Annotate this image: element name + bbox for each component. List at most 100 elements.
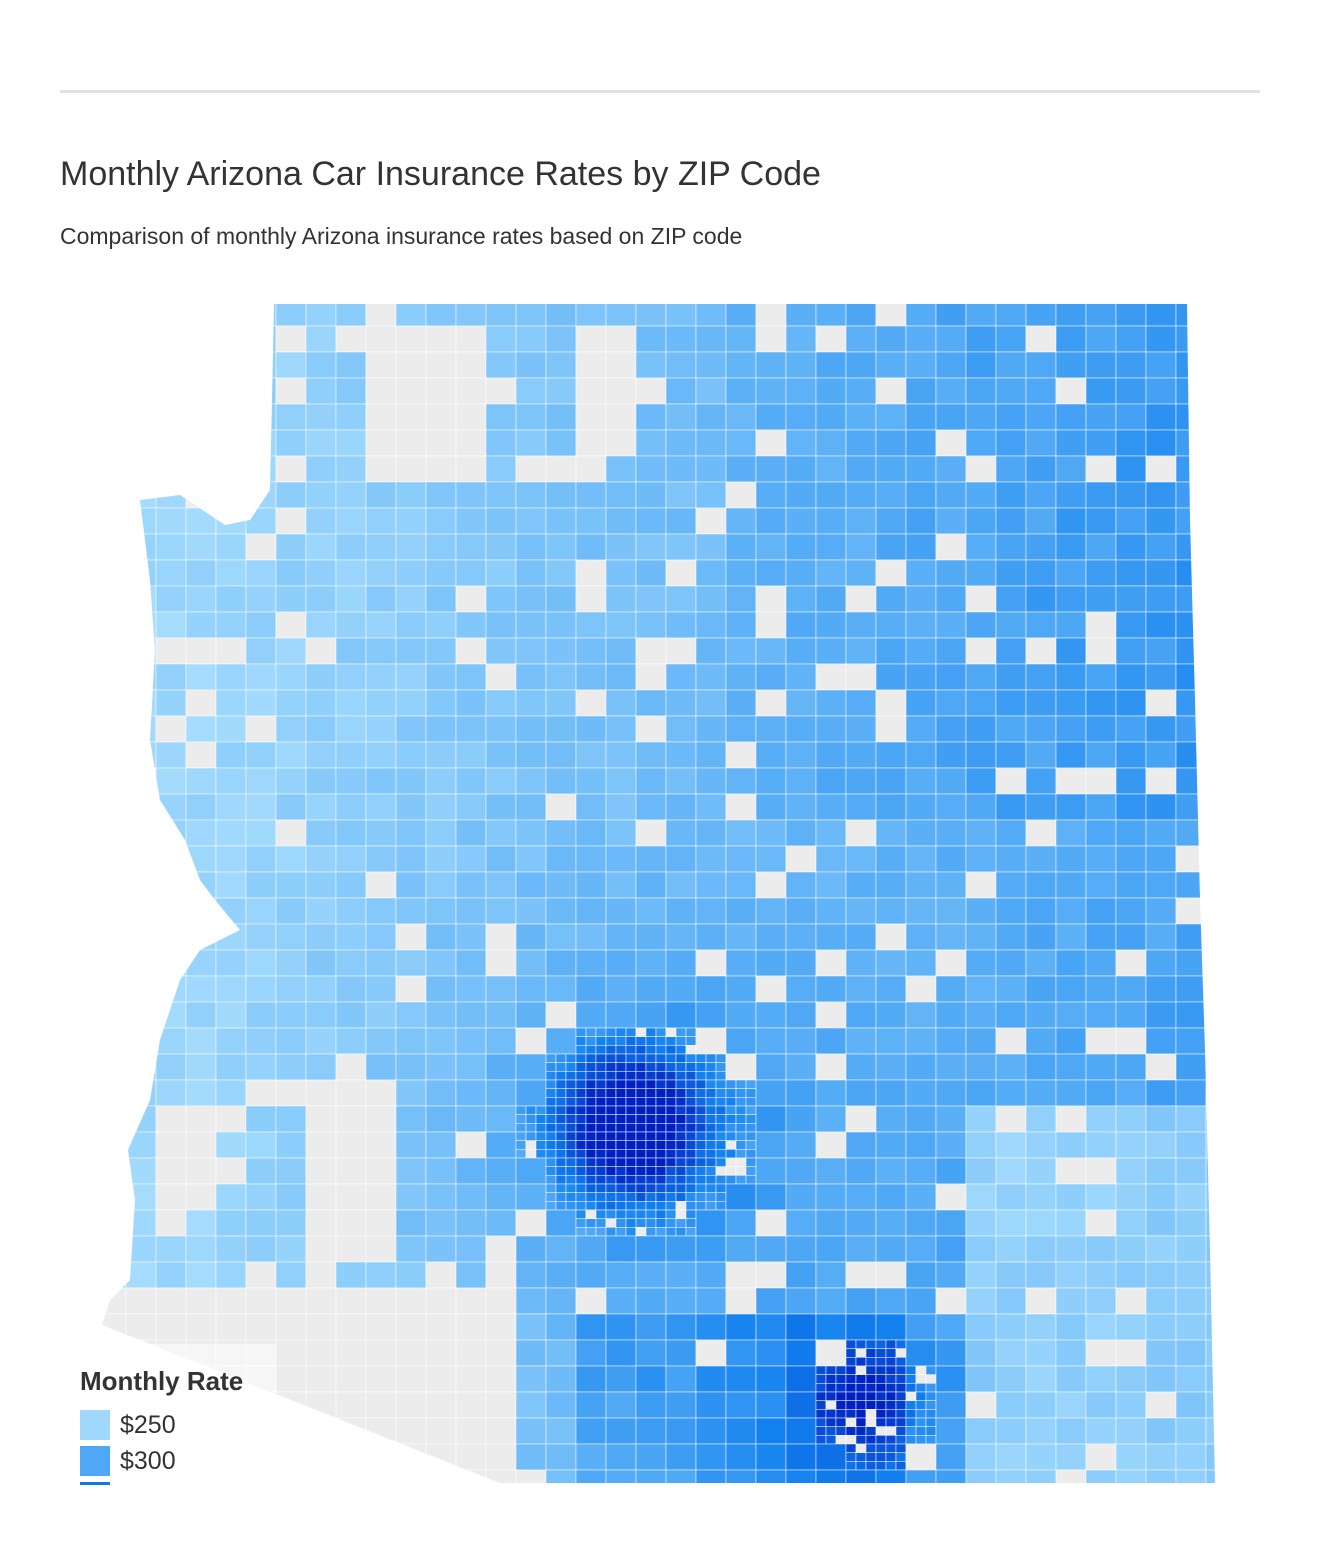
- zip-region: [685, 1027, 697, 1037]
- zip-region: [845, 481, 877, 509]
- zip-region: [545, 585, 577, 613]
- zip-region: [1025, 507, 1057, 535]
- zip-region: [545, 611, 577, 639]
- zip-region: [685, 1209, 697, 1219]
- zip-region: [305, 455, 337, 483]
- zip-region: [1085, 767, 1117, 795]
- zip-region: [815, 455, 847, 483]
- zip-region: [455, 1313, 487, 1341]
- zip-region: [965, 1001, 997, 1029]
- zip-region: [635, 1001, 667, 1029]
- zip-region: [595, 1201, 607, 1211]
- zip-region: [575, 1105, 587, 1115]
- zip-region: [935, 1053, 967, 1081]
- zip-region: [865, 1452, 877, 1462]
- zip-region: [215, 1131, 247, 1159]
- zip-region: [875, 1400, 887, 1410]
- zip-region: [585, 1192, 597, 1202]
- zip-region: [995, 559, 1027, 587]
- zip-region: [755, 689, 787, 717]
- zip-region: [425, 819, 457, 847]
- zip-region: [995, 403, 1027, 431]
- zip-region: [215, 429, 247, 457]
- zip-region: [875, 1409, 887, 1419]
- zip-region: [425, 1443, 457, 1471]
- zip-region: [1085, 663, 1117, 691]
- zip-region: [785, 741, 817, 769]
- zip-region: [845, 325, 877, 353]
- zip-region: [1205, 1183, 1215, 1211]
- zip-region: [625, 1105, 637, 1115]
- zip-region: [725, 1365, 757, 1393]
- zip-region: [245, 871, 277, 899]
- zip-region: [685, 1192, 697, 1202]
- zip-region: [595, 1175, 607, 1185]
- zip-region: [365, 1105, 397, 1133]
- zip-region: [815, 767, 847, 795]
- zip-region: [875, 1313, 907, 1341]
- zip-region: [655, 1140, 667, 1150]
- zip-region: [515, 663, 547, 691]
- zip-region: [995, 689, 1027, 717]
- zip-region: [545, 1097, 557, 1107]
- zip-region: [485, 429, 517, 457]
- zip-region: [1115, 1261, 1147, 1289]
- zip-region: [875, 1209, 907, 1237]
- zip-region: [645, 1192, 657, 1202]
- zip-region: [665, 1417, 697, 1445]
- zip-region: [725, 1149, 737, 1159]
- zip-region: [675, 1027, 687, 1037]
- zip-region: [485, 1079, 517, 1107]
- zip-region: [665, 793, 697, 821]
- zip-region: [535, 1114, 547, 1124]
- legend-swatch: [80, 1446, 110, 1476]
- zip-region: [545, 1235, 577, 1263]
- zip-region: [425, 304, 457, 327]
- zip-region: [755, 793, 787, 821]
- zip-region: [215, 1313, 247, 1341]
- zip-region: [555, 1183, 567, 1193]
- zip-region: [715, 1088, 727, 1098]
- zip-region: [365, 949, 397, 977]
- zip-region: [965, 1339, 997, 1367]
- zip-region: [815, 741, 847, 769]
- zip-region: [815, 559, 847, 587]
- zip-region: [215, 715, 247, 743]
- zip-region: [305, 559, 337, 587]
- zip-region: [905, 845, 937, 873]
- zip-region: [905, 1391, 917, 1401]
- zip-region: [185, 923, 217, 951]
- zip-region: [615, 1105, 627, 1115]
- zip-region: [365, 559, 397, 587]
- zip-region: [595, 1209, 607, 1219]
- zip-region: [725, 689, 757, 717]
- zip-region: [695, 1175, 707, 1185]
- zip-region: [305, 304, 337, 327]
- zip-region: [245, 637, 277, 665]
- zip-region: [695, 1443, 727, 1471]
- zip-region: [725, 1140, 737, 1150]
- zip-region: [725, 1443, 757, 1471]
- zip-region: [102, 637, 127, 665]
- zip-region: [995, 1313, 1027, 1341]
- zip-region: [1085, 1105, 1117, 1133]
- zip-region: [125, 1131, 157, 1159]
- zip-region: [395, 533, 427, 561]
- zip-region: [645, 1131, 657, 1141]
- zip-region: [845, 377, 877, 405]
- zip-region: [455, 1079, 487, 1107]
- zip-region: [745, 1140, 757, 1150]
- zip-region: [605, 1097, 617, 1107]
- zip-region: [1145, 559, 1177, 587]
- zip-region: [635, 559, 667, 587]
- zip-region: [635, 1227, 647, 1237]
- zip-region: [335, 1417, 367, 1445]
- zip-region: [575, 1123, 587, 1133]
- zip-region: [695, 767, 727, 795]
- zip-region: [725, 637, 757, 665]
- zip-region: [1115, 897, 1147, 925]
- zip-region: [1175, 377, 1207, 405]
- zip-region: [755, 585, 787, 613]
- zip-region: [845, 897, 877, 925]
- zip-region: [335, 1339, 367, 1367]
